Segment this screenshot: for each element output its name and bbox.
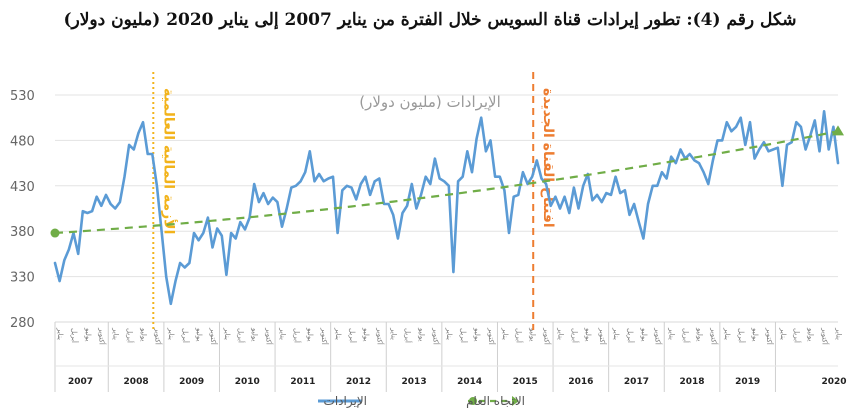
x-month-label: أكتوبر — [654, 327, 663, 345]
x-month-label: أبريل — [793, 328, 802, 343]
y-tick-label: 280 — [10, 316, 35, 331]
x-month-label: أكتوبر — [209, 327, 218, 345]
x-year-label: 2012 — [346, 377, 371, 387]
x-year-label: 2009 — [179, 377, 204, 387]
x-year-label: 2020 — [821, 377, 846, 387]
x-month-label: يوليو — [529, 327, 537, 341]
x-month-label: أبريل — [181, 328, 190, 343]
x-month-label: يوليو — [195, 327, 203, 341]
x-month-label: يوليو — [751, 327, 759, 341]
x-month-label: يوليو — [251, 327, 259, 341]
x-month-label: أكتوبر — [598, 327, 607, 345]
x-month-label: أبريل — [403, 328, 412, 343]
x-month-label: يوليو — [695, 327, 703, 341]
x-month-label: أبريل — [681, 328, 690, 343]
revenue-series-line — [53, 110, 840, 306]
new-canal-annotation-label: افتتاح القناة الجديدة — [540, 88, 556, 228]
chart-title: الإيرادات (مليون دولار) — [359, 93, 501, 111]
x-month-label: أبريل — [237, 328, 246, 343]
x-month-label: أكتوبر — [153, 327, 162, 345]
x-month-label: يوليو — [807, 327, 815, 341]
x-month-label: يناير — [223, 327, 231, 340]
x-year-label: 2011 — [290, 377, 315, 387]
x-month-label: يوليو — [640, 327, 648, 341]
x-month-label: يناير — [779, 327, 787, 340]
x-month-label: أكتوبر — [264, 327, 273, 345]
figure-title: شكل رقم (4): تطور إيرادات قناة السويس خل… — [63, 10, 797, 30]
x-month-label: أكتوبر — [376, 327, 385, 345]
x-month-label: أبريل — [70, 328, 79, 343]
x-year-label: 2016 — [568, 377, 593, 387]
x-month-label: يوليو — [139, 327, 147, 341]
x-month-label: أكتوبر — [431, 327, 440, 345]
x-month-label: يناير — [501, 327, 509, 340]
x-month-label: يناير — [334, 327, 342, 340]
x-month-label: يناير — [834, 327, 842, 340]
x-month-label: أكتوبر — [98, 327, 107, 345]
x-year-label: 2015 — [513, 377, 538, 387]
legend-trend-arrow — [512, 396, 519, 406]
x-month-label: أكتوبر — [765, 327, 774, 345]
x-month-label: أبريل — [737, 328, 746, 343]
x-month-label: يوليو — [362, 327, 370, 341]
x-month-label: أبريل — [570, 328, 579, 343]
x-month-label: يناير — [112, 327, 120, 340]
x-month-label: أكتوبر — [320, 327, 329, 345]
x-year-label: 2018 — [680, 377, 705, 387]
x-month-label: يناير — [445, 327, 453, 340]
x-year-label: 2017 — [624, 377, 649, 387]
x-year-label: 2007 — [68, 377, 93, 387]
x-month-label: أبريل — [626, 328, 635, 343]
x-year-label: 2008 — [124, 377, 149, 387]
x-month-label: أبريل — [515, 328, 524, 343]
x-month-label: أكتوبر — [709, 327, 718, 345]
x-month-label: أبريل — [292, 328, 301, 343]
x-month-label: يناير — [390, 327, 398, 340]
x-year-label: 2019 — [735, 377, 760, 387]
x-month-label: يناير — [167, 327, 175, 340]
x-month-label: أكتوبر — [487, 327, 496, 345]
y-tick-label: 430 — [10, 180, 35, 195]
x-month-label: أبريل — [125, 328, 134, 343]
x-month-label: أكتوبر — [542, 327, 551, 345]
y-tick-label: 530 — [10, 89, 35, 104]
x-month-label: يناير — [668, 327, 676, 340]
x-month-label: يوليو — [417, 327, 425, 341]
y-tick-label: 480 — [10, 134, 35, 149]
x-month-label: يناير — [612, 327, 620, 340]
x-month-label: يوليو — [584, 327, 592, 341]
x-month-label: يوليو — [306, 327, 314, 341]
x-month-label: يناير — [556, 327, 564, 340]
x-month-label: يناير — [723, 327, 731, 340]
x-month-label: أبريل — [348, 328, 357, 343]
x-month-label: أبريل — [459, 328, 468, 343]
y-tick-label: 330 — [10, 271, 35, 286]
x-year-label: 2014 — [457, 377, 482, 387]
x-month-label: يوليو — [84, 327, 92, 341]
trend-start-marker — [50, 228, 60, 238]
x-month-label: أكتوبر — [820, 327, 829, 345]
x-month-label: يوليو — [473, 327, 481, 341]
trend-end-marker — [832, 125, 844, 136]
legend-trend-label: الاتجاه العام — [466, 394, 525, 408]
legend-revenue-label: الإيرادات — [324, 394, 367, 409]
legend-trend-marker — [469, 397, 477, 405]
x-year-label: 2010 — [235, 377, 260, 387]
y-tick-label: 380 — [10, 225, 35, 240]
x-month-label: يناير — [278, 327, 286, 340]
x-year-label: 2013 — [402, 377, 427, 387]
x-month-label: يناير — [56, 327, 64, 340]
crisis-annotation-label: الأزمة المالية العالمية — [160, 88, 177, 234]
trend-series-line — [54, 130, 839, 235]
